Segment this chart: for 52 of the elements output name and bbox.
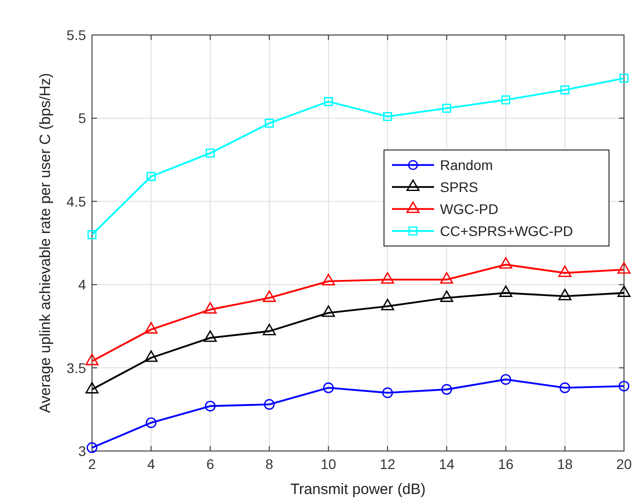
x-tick-label: 8	[265, 456, 274, 472]
point	[85, 382, 99, 394]
point	[558, 288, 572, 300]
point	[558, 266, 572, 277]
y-tick-label: 4.5	[66, 193, 86, 210]
point	[383, 112, 392, 122]
x-tick-label: 10	[320, 456, 336, 472]
y-tick-label: 5.5	[66, 27, 86, 43]
point	[381, 272, 394, 284]
legend-label: SPRS	[440, 179, 478, 195]
x-tick-label: 16	[498, 456, 514, 472]
point	[440, 272, 454, 284]
legend-label: Random	[440, 157, 493, 173]
point	[204, 302, 217, 314]
x-tick-label: 12	[380, 456, 396, 472]
y-tick-label: 3	[78, 443, 86, 459]
point	[264, 118, 274, 128]
point	[204, 330, 217, 342]
point	[206, 148, 215, 158]
x-axis-title: Transmit power (dB)	[290, 481, 426, 498]
point	[144, 322, 158, 334]
x-tick-label: 2	[88, 456, 96, 472]
y-tick-label: 5	[78, 110, 86, 126]
point	[501, 95, 510, 104]
point	[560, 85, 570, 94]
point	[87, 230, 97, 240]
point	[617, 285, 631, 297]
point	[499, 285, 512, 297]
point	[617, 262, 631, 274]
legend-label: WGC-PD	[440, 201, 498, 217]
x-tick-label: 4	[147, 456, 156, 472]
point	[499, 257, 512, 269]
point	[322, 274, 335, 286]
y-axis-title: Average uplink achievable rate per user C (bps/Hz)	[37, 73, 54, 413]
x-tick-label: 6	[206, 456, 214, 472]
x-tick-label: 14	[438, 456, 455, 472]
point	[85, 354, 99, 366]
point	[619, 74, 629, 83]
point	[324, 97, 333, 106]
point	[144, 350, 158, 362]
point	[262, 324, 276, 336]
point	[262, 290, 276, 302]
y-tick-label: 4	[78, 276, 86, 293]
y-tick-label: 3.5	[66, 360, 86, 376]
point	[322, 305, 335, 317]
point	[442, 104, 452, 113]
legend-label: CC+SPRS+WGC-PD	[440, 223, 574, 239]
x-tick-label: 18	[557, 456, 573, 472]
point	[381, 298, 394, 310]
point	[440, 290, 454, 302]
point	[146, 172, 156, 181]
x-tick-label: 20	[616, 456, 632, 472]
